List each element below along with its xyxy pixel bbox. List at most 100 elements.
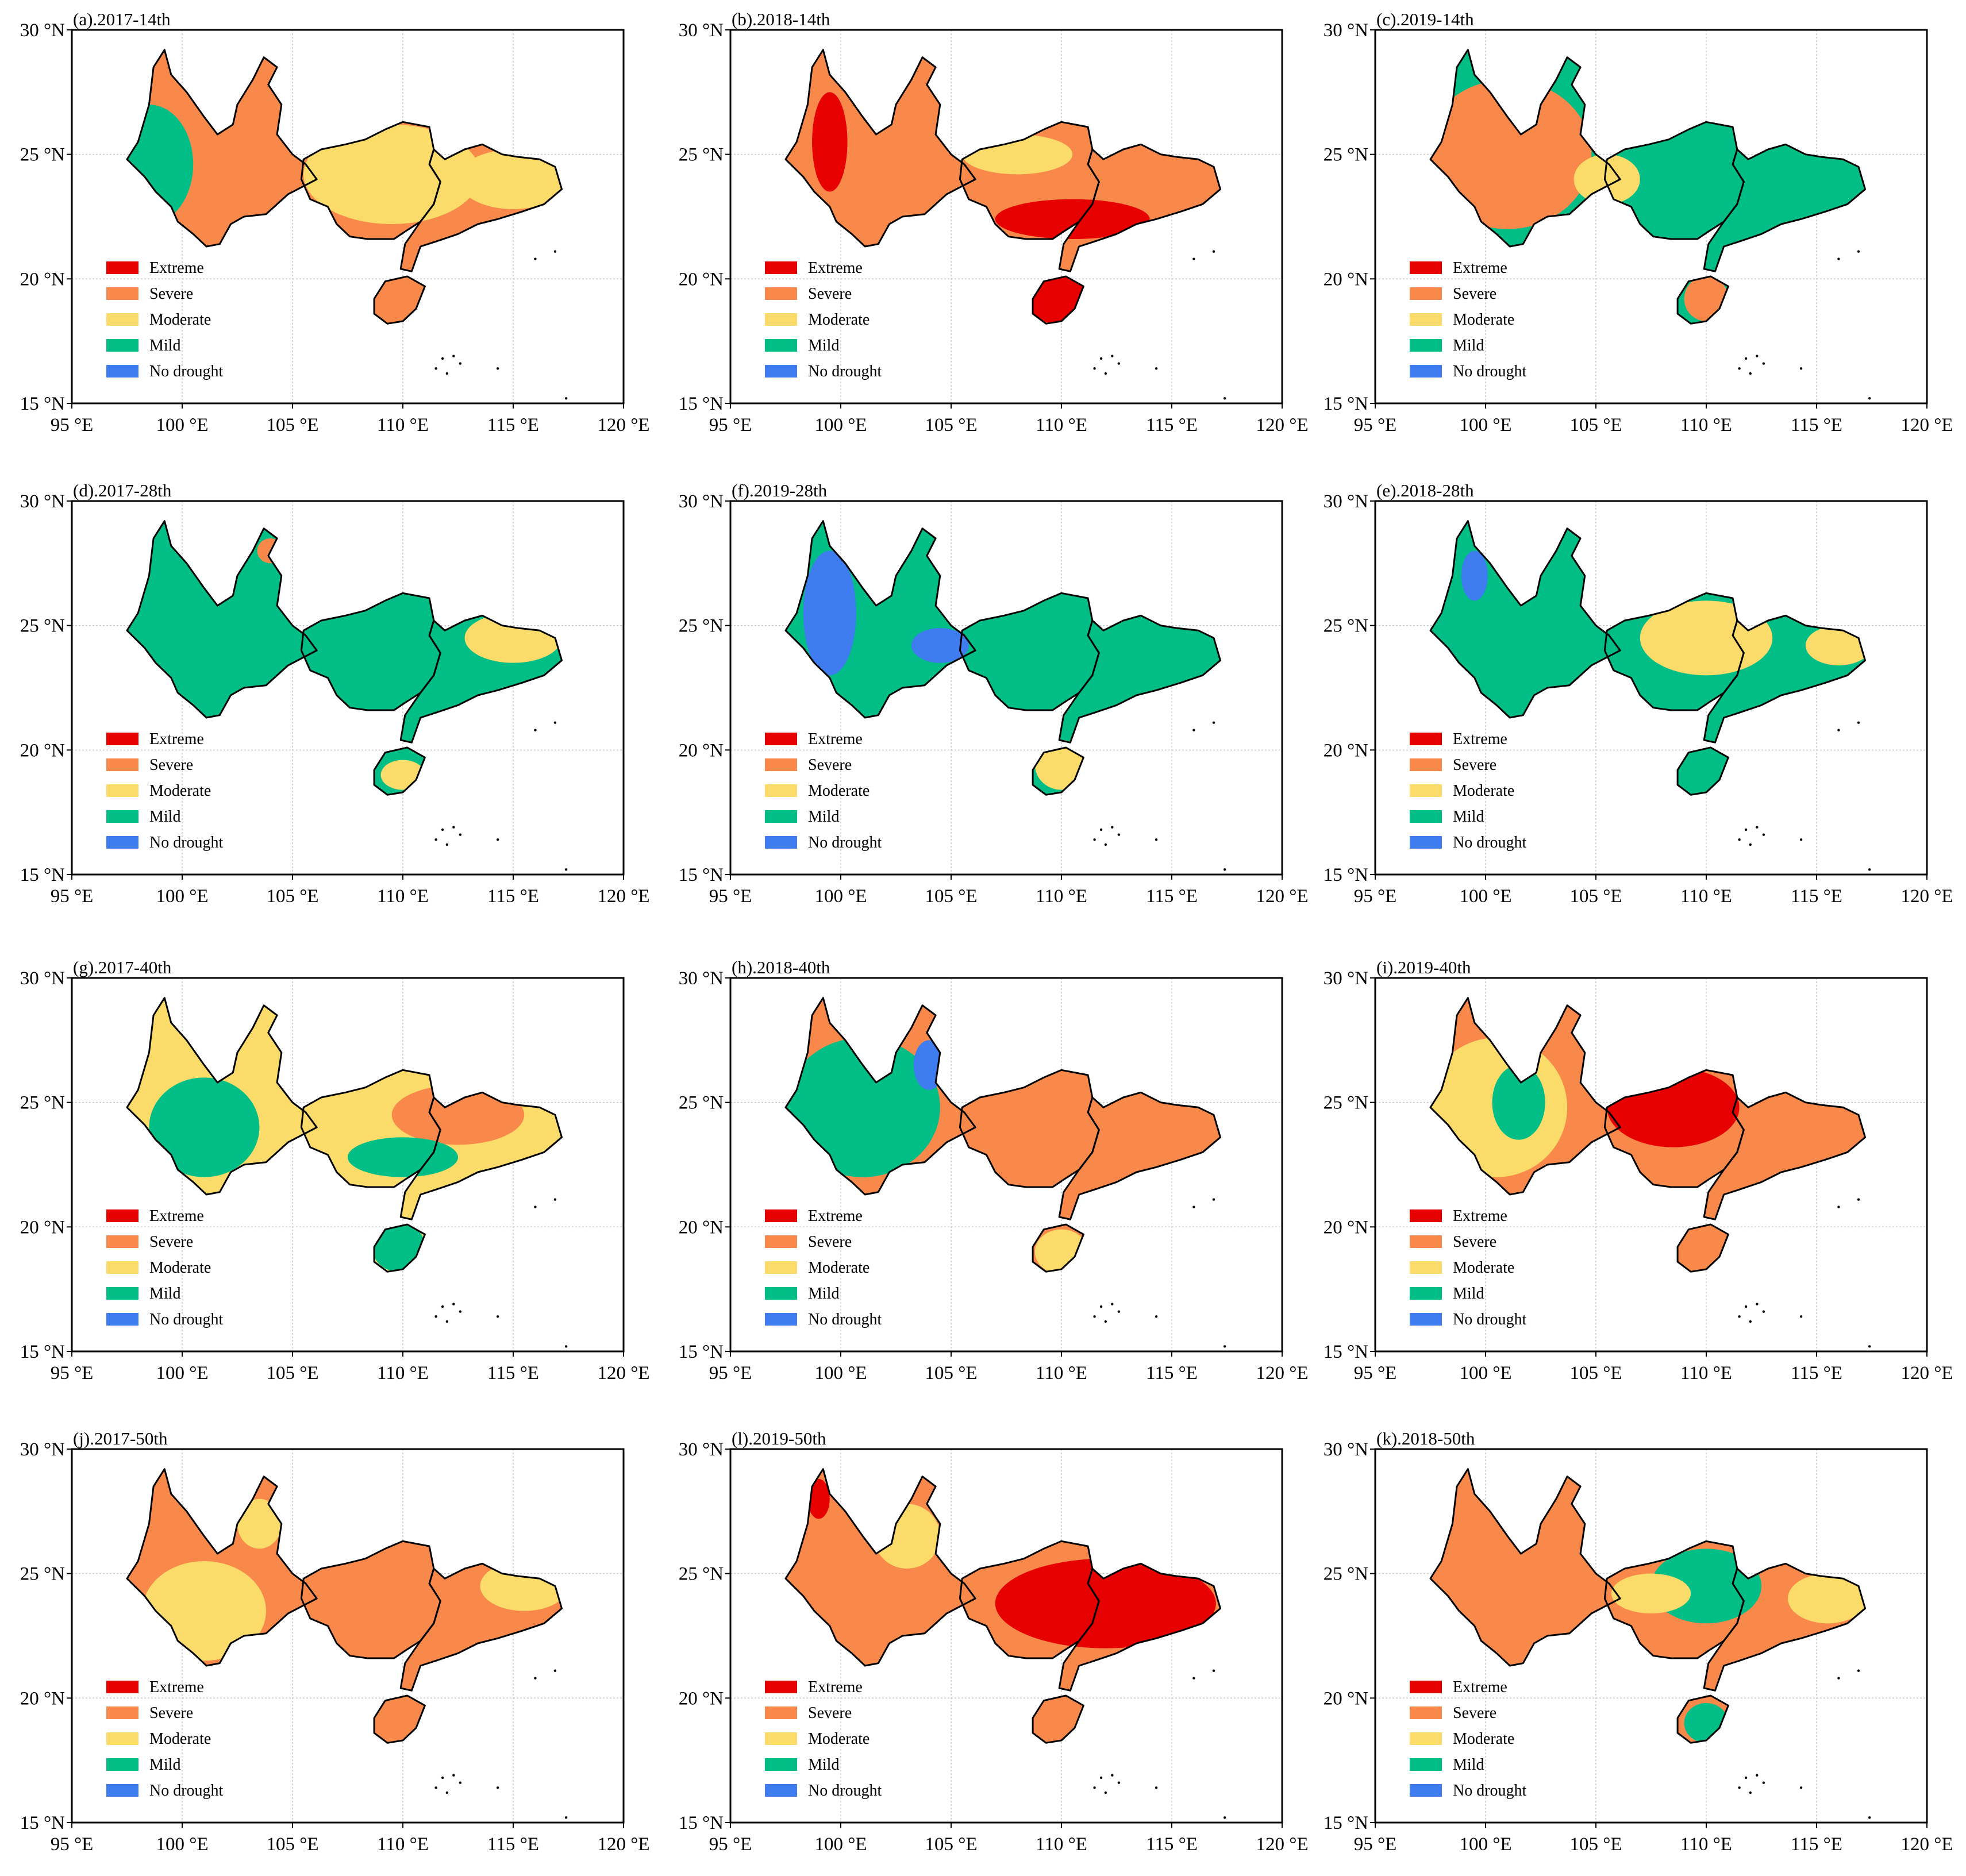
legend-swatch	[765, 1313, 797, 1326]
province-outline	[373, 1223, 426, 1273]
legend-label: Severe	[1453, 1704, 1496, 1722]
drought-patch	[995, 1558, 1216, 1648]
legend-label: Mild	[1453, 337, 1484, 355]
province-outline	[1429, 520, 1621, 719]
map-svg: 95 °E 100 °E 105 °E 110 °E 115 °E 120 °E 30 °N…	[1324, 9, 1953, 436]
map-svg: 95 °E 100 °E 105 °E 110 °E 115 °E 120 °E 30 °N…	[20, 957, 650, 1384]
island-dot	[1749, 372, 1752, 375]
lat-tick-label: 30 °N	[20, 20, 65, 41]
lat-tick-label: 25 °N	[20, 616, 65, 637]
lat-tick-label: 25 °N	[679, 1564, 724, 1585]
map-frame	[71, 977, 625, 1353]
island-dot	[1093, 367, 1096, 370]
legend-label: Extreme	[149, 259, 204, 277]
map-frame	[1374, 500, 1928, 876]
province-outline	[399, 1091, 563, 1220]
legend-label: Severe	[1453, 1233, 1496, 1251]
lat-tick-label: 20 °N	[679, 269, 724, 290]
lon-tick-label: 100 °E	[1459, 886, 1511, 907]
lat-tick-label: 15 °N	[20, 1813, 65, 1833]
island-dot	[1799, 838, 1803, 841]
legend-label: Extreme	[149, 1678, 204, 1696]
legend-swatch	[1410, 810, 1442, 823]
lat-tick-label: 25 °N	[20, 1564, 65, 1585]
island-dot	[1192, 1205, 1195, 1208]
lon-tick-label: 115 °E	[1146, 415, 1198, 436]
lon-tick-label: 115 °E	[487, 886, 539, 907]
drought-patch	[911, 628, 969, 663]
panel-title: (c).2019-14th	[1376, 9, 1474, 29]
map-panel: 95 °E 100 °E 105 °E 110 °E 115 °E 120 °E 30 °N…	[659, 948, 1319, 1405]
drought-patch	[1430, 79, 1592, 229]
island-dot	[441, 828, 444, 831]
legend-swatch	[1410, 1706, 1442, 1719]
island-dot	[496, 1315, 499, 1318]
lat-tick-label: 20 °N	[679, 1217, 724, 1238]
lon-tick-label: 105 °E	[266, 886, 318, 907]
lon-tick-label: 105 °E	[925, 1363, 977, 1384]
lon-tick-label: 100 °E	[156, 1834, 208, 1855]
province-outline	[399, 614, 563, 744]
drought-patch	[1573, 154, 1640, 205]
island-dot	[1857, 1198, 1860, 1201]
lon-tick-label: 100 °E	[1459, 1363, 1511, 1384]
legend-swatch	[106, 1261, 138, 1274]
drought-patch	[1805, 625, 1865, 666]
island-dot	[1744, 1305, 1748, 1308]
lon-tick-label: 120 °E	[1900, 886, 1953, 907]
drought-patch	[1492, 1065, 1545, 1140]
legend-label: Extreme	[1453, 1207, 1507, 1225]
panel-title: (d).2017-28th	[73, 480, 172, 500]
legend-label: Severe	[808, 756, 852, 774]
legend-label: Extreme	[808, 1678, 863, 1696]
province-outline	[1032, 275, 1084, 325]
island-dot	[1111, 826, 1114, 829]
legend-label: Mild	[808, 1756, 839, 1774]
panel-title: (e).2018-28th	[1376, 480, 1474, 500]
lon-tick-label: 95 °E	[709, 415, 752, 436]
island-dot	[1857, 250, 1860, 253]
map-svg: 95 °E 100 °E 105 °E 110 °E 115 °E 120 °E 30 °N…	[20, 1428, 650, 1855]
legend-label: Extreme	[149, 1207, 204, 1225]
lon-tick-label: 95 °E	[1354, 415, 1397, 436]
drought-patch	[380, 279, 425, 319]
lat-tick-label: 20 °N	[679, 1688, 724, 1709]
legend-label: Moderate	[808, 782, 869, 800]
lon-tick-label: 120 °E	[597, 1834, 649, 1855]
lon-tick-label: 110 °E	[1036, 886, 1087, 907]
drought-patch	[127, 105, 194, 224]
lat-tick-label: 15 °N	[679, 1813, 724, 1833]
lon-tick-label: 110 °E	[377, 1834, 429, 1855]
map-svg: 95 °E 100 °E 105 °E 110 °E 115 °E 120 °E 30 °N…	[20, 9, 650, 436]
legend-swatch	[1410, 287, 1442, 300]
island-dot	[1868, 397, 1871, 400]
island-dot	[1837, 729, 1840, 731]
lat-tick-label: 15 °N	[20, 865, 65, 885]
lon-tick-label: 100 °E	[814, 1363, 867, 1384]
island-dot	[1857, 721, 1860, 724]
map-svg: 95 °E 100 °E 105 °E 110 °E 115 °E 120 °E 30 °N…	[679, 957, 1309, 1384]
island-dot	[1749, 843, 1752, 846]
legend-swatch	[765, 287, 797, 300]
island-dot	[1155, 1786, 1158, 1789]
lon-tick-label: 95 °E	[51, 1834, 94, 1855]
lat-tick-label: 30 °N	[679, 1439, 724, 1460]
lon-tick-label: 110 °E	[377, 415, 429, 436]
island-dot	[496, 367, 499, 370]
island-dot	[452, 355, 455, 357]
drought-patch	[149, 1077, 260, 1177]
map-frame	[729, 500, 1283, 876]
drought-patch	[913, 1040, 945, 1090]
island-dot	[459, 362, 462, 365]
island-dot	[534, 729, 537, 731]
lon-tick-label: 105 °E	[266, 415, 318, 436]
island-dot	[1762, 1781, 1765, 1784]
island-dot	[1192, 729, 1195, 731]
lat-tick-label: 15 °N	[679, 865, 724, 885]
map-frame	[729, 1448, 1283, 1824]
drought-patch	[1607, 1068, 1740, 1147]
island-dot	[1212, 1198, 1215, 1201]
island-dot	[1155, 1315, 1158, 1318]
map-panel: 95 °E 100 °E 105 °E 110 °E 115 °E 120 °E 30 °N…	[659, 0, 1319, 457]
lat-tick-label: 30 °N	[1324, 20, 1368, 41]
